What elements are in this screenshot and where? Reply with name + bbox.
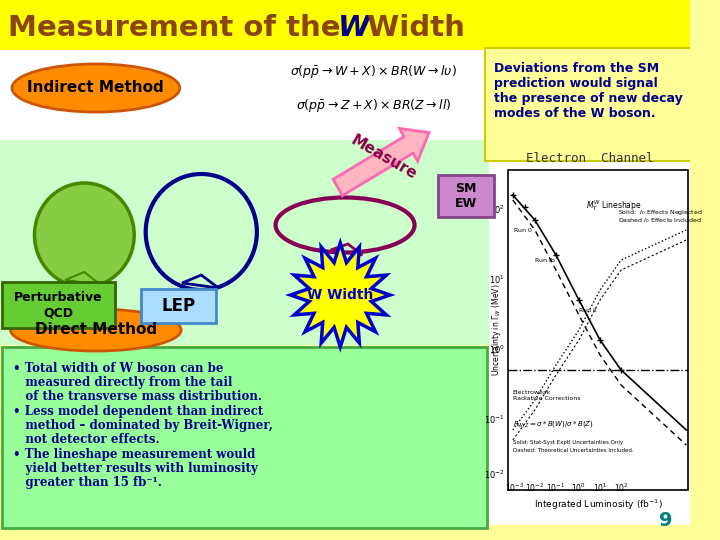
Text: not detector effects.: not detector effects. — [14, 433, 160, 446]
Text: Perturbative
QCD: Perturbative QCD — [14, 291, 103, 319]
Text: W Width: W Width — [307, 288, 374, 302]
Text: Solid: Stat-Syst Exptl Uncertainties Only: Solid: Stat-Syst Exptl Uncertainties Onl… — [513, 440, 623, 445]
Text: • Less model dependent than indirect: • Less model dependent than indirect — [14, 405, 264, 418]
Text: $10^{-3}$: $10^{-3}$ — [505, 482, 524, 494]
Text: $M_T^W$ Lineshape: $M_T^W$ Lineshape — [585, 198, 642, 213]
Text: Dashed $I_0$ Effects Included: Dashed $I_0$ Effects Included — [618, 216, 702, 225]
Text: $10^{-1}$: $10^{-1}$ — [546, 482, 565, 494]
FancyBboxPatch shape — [0, 140, 489, 345]
Text: $10^{-1}$: $10^{-1}$ — [485, 414, 505, 426]
FancyBboxPatch shape — [438, 175, 494, 217]
FancyBboxPatch shape — [489, 140, 690, 525]
Text: $10^0$: $10^0$ — [489, 344, 505, 356]
Text: • The lineshape measurement would: • The lineshape measurement would — [14, 448, 256, 461]
FancyBboxPatch shape — [0, 50, 594, 140]
Text: Run 0: Run 0 — [514, 228, 531, 233]
Text: Indirect Method: Indirect Method — [27, 80, 164, 96]
FancyBboxPatch shape — [0, 0, 690, 50]
Text: Measurement of the: Measurement of the — [8, 14, 351, 42]
Text: LEP: LEP — [161, 297, 195, 315]
Text: Electroweak
Radiative Corrections: Electroweak Radiative Corrections — [513, 390, 580, 401]
Text: $10^0$: $10^0$ — [572, 482, 586, 494]
FancyBboxPatch shape — [485, 48, 694, 161]
Text: SM
EW: SM EW — [455, 182, 477, 210]
Text: method – dominated by Breit-Wigner,: method – dominated by Breit-Wigner, — [14, 419, 274, 432]
Polygon shape — [66, 272, 101, 285]
Text: 9: 9 — [660, 511, 673, 530]
Text: Width: Width — [356, 14, 464, 42]
FancyBboxPatch shape — [141, 289, 216, 323]
Text: $10^{-2}$: $10^{-2}$ — [526, 482, 544, 494]
Text: $R_{W/Z} = \sigma*B(W)/\sigma*B(Z)$: $R_{W/Z} = \sigma*B(W)/\sigma*B(Z)$ — [513, 420, 594, 430]
Text: Solid:  $I_0$ Effects Neglected: Solid: $I_0$ Effects Neglected — [618, 208, 703, 217]
Circle shape — [35, 183, 134, 287]
Text: Direct Method: Direct Method — [35, 322, 157, 338]
Text: greater than 15 fb⁻¹.: greater than 15 fb⁻¹. — [14, 476, 162, 489]
Text: $\sigma(p\bar{p} \rightarrow Z + X) \times BR(Z \rightarrow ll)$: $\sigma(p\bar{p} \rightarrow Z + X) \tim… — [296, 97, 451, 113]
Text: $10^1$: $10^1$ — [490, 274, 505, 286]
FancyBboxPatch shape — [2, 347, 487, 528]
Text: Integrated Luminosity (fb$^{-1}$): Integrated Luminosity (fb$^{-1}$) — [534, 498, 662, 512]
Text: • Total width of W boson can be: • Total width of W boson can be — [14, 362, 224, 375]
Text: Run Ib: Run Ib — [535, 258, 554, 263]
Text: Run II: Run II — [579, 308, 597, 313]
Text: Deviations from the SM
prediction would signal
the presence of new decay
modes o: Deviations from the SM prediction would … — [494, 62, 683, 120]
Ellipse shape — [12, 64, 180, 112]
Text: Measure: Measure — [348, 133, 419, 183]
Text: $\sigma(p\bar{p} \rightarrow W + X) \times BR(W \rightarrow l\upsilon)$: $\sigma(p\bar{p} \rightarrow W + X) \tim… — [290, 64, 457, 80]
Text: $10^1$: $10^1$ — [593, 482, 608, 494]
Text: Uncertainty in $\Gamma_W$ (MeV): Uncertainty in $\Gamma_W$ (MeV) — [490, 284, 503, 376]
Ellipse shape — [11, 309, 181, 351]
Text: $10^2$: $10^2$ — [613, 482, 629, 494]
Polygon shape — [290, 243, 390, 347]
Text: W: W — [338, 14, 369, 42]
FancyBboxPatch shape — [508, 170, 688, 490]
FancyBboxPatch shape — [2, 282, 115, 328]
Text: $10^{-2}$: $10^{-2}$ — [485, 469, 505, 481]
Text: $10^2$: $10^2$ — [489, 204, 505, 216]
Text: measured directly from the tail: measured directly from the tail — [14, 376, 233, 389]
Text: yield better results with luminosity: yield better results with luminosity — [14, 462, 258, 475]
Text: of the transverse mass distribution.: of the transverse mass distribution. — [14, 390, 262, 403]
Text: Dashed: Theoretical Uncertainties Included.: Dashed: Theoretical Uncertainties Includ… — [513, 448, 634, 453]
Text: Electron  Channel: Electron Channel — [526, 152, 653, 165]
Polygon shape — [333, 129, 429, 195]
